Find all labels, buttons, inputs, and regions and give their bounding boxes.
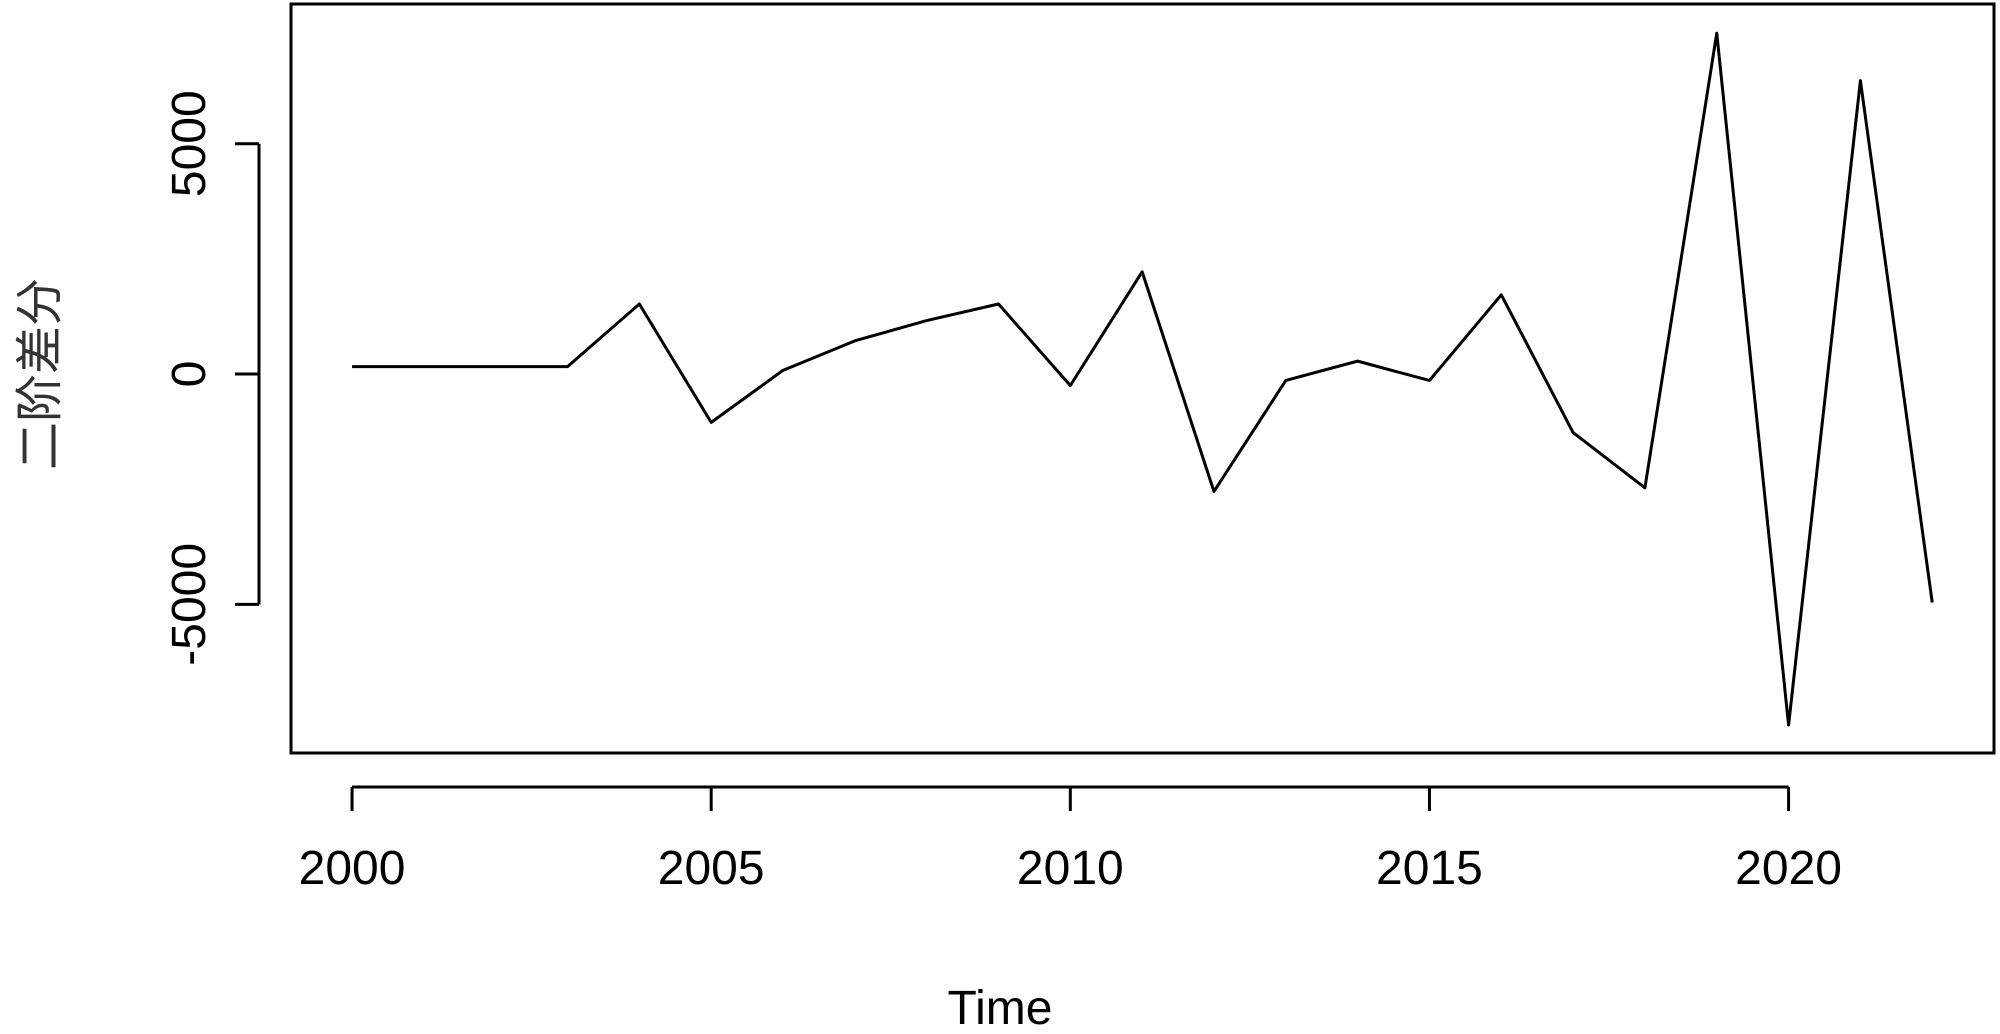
x-axis-label: Time [948, 982, 1053, 1034]
x-tick-label: 2015 [1376, 842, 1483, 895]
y-tick-label: 0 [163, 361, 216, 388]
x-tick-label: 2005 [658, 842, 765, 895]
x-tick-label: 2000 [299, 842, 406, 895]
y-axis-label: 二阶差分 [12, 278, 68, 470]
plot-box [289, 2, 1996, 755]
data-line [352, 31, 1934, 727]
y-tick-label: -5000 [163, 543, 216, 666]
x-tick-label: 2020 [1735, 842, 1842, 895]
x-tick-label: 2010 [1017, 842, 1124, 895]
y-tick-label: 5000 [163, 90, 216, 197]
